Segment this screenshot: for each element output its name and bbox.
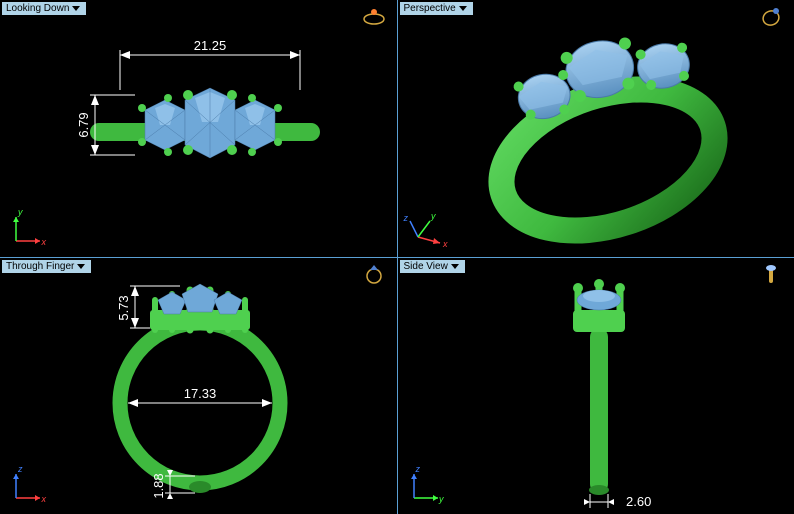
gem-right	[235, 100, 275, 150]
viewport-grid: Looking Down	[0, 0, 794, 514]
viewport-side-view[interactable]: Side View	[398, 258, 794, 514]
axis-v-label: z	[18, 464, 23, 474]
axis-widget: x y z	[406, 209, 446, 249]
viewport-looking-down[interactable]: Looking Down	[0, 0, 397, 257]
axis-widget: x y	[8, 209, 48, 249]
gem-center	[185, 88, 235, 158]
gem-left	[145, 100, 185, 150]
viewport-thumb-icon	[758, 5, 784, 27]
axis-h-label: x	[42, 237, 47, 247]
viewport-canvas	[398, 0, 794, 257]
dimension-inner-dia: 17.33	[128, 386, 272, 407]
viewport-label-text: Side View	[404, 261, 448, 272]
dimension-width: 21.25	[120, 38, 300, 90]
viewport-thumb-icon	[361, 263, 387, 285]
dim-height-value: 6.79	[76, 112, 91, 137]
dim-band-width-value: 2.60	[626, 494, 651, 509]
dropdown-icon	[72, 6, 80, 11]
axis-v-label: z	[416, 464, 421, 474]
axis-d-label: z	[404, 213, 409, 223]
dropdown-icon	[77, 264, 85, 269]
ring-head	[150, 284, 250, 330]
viewport-label-text: Perspective	[404, 3, 456, 14]
dropdown-icon	[459, 6, 467, 11]
viewport-label[interactable]: Perspective	[400, 2, 473, 15]
viewport-label[interactable]: Side View	[400, 260, 465, 273]
axis-h-label: x	[443, 239, 448, 249]
dimension-band-width: 2.60	[584, 494, 651, 509]
viewport-canvas: 17.33 5.73 1.88	[0, 258, 397, 514]
viewport-label[interactable]: Through Finger	[2, 260, 91, 273]
axis-widget: y z	[406, 466, 446, 506]
viewport-thumb-icon	[758, 263, 784, 285]
viewport-perspective[interactable]: Perspective	[398, 0, 794, 257]
axis-widget: x z	[8, 466, 48, 506]
axis-v-label: y	[431, 211, 436, 221]
axis-h-label: y	[439, 494, 444, 504]
axis-h-label: x	[42, 494, 47, 504]
dim-top-height-value: 5.73	[116, 295, 131, 320]
viewport-through-finger[interactable]: Through Finger	[0, 258, 397, 514]
viewport-canvas: 21.25 6.79	[0, 0, 397, 257]
viewport-canvas: 2.60	[398, 258, 794, 514]
axis-v-label: y	[18, 207, 23, 217]
viewport-label[interactable]: Looking Down	[2, 2, 86, 15]
dropdown-icon	[451, 264, 459, 269]
viewport-label-text: Looking Down	[6, 3, 69, 14]
dim-width-value: 21.25	[194, 38, 227, 53]
dim-bottom-band-value: 1.88	[151, 473, 166, 498]
viewport-thumb-icon	[361, 5, 387, 27]
viewport-label-text: Through Finger	[6, 261, 74, 272]
dim-inner-dia-value: 17.33	[184, 386, 217, 401]
